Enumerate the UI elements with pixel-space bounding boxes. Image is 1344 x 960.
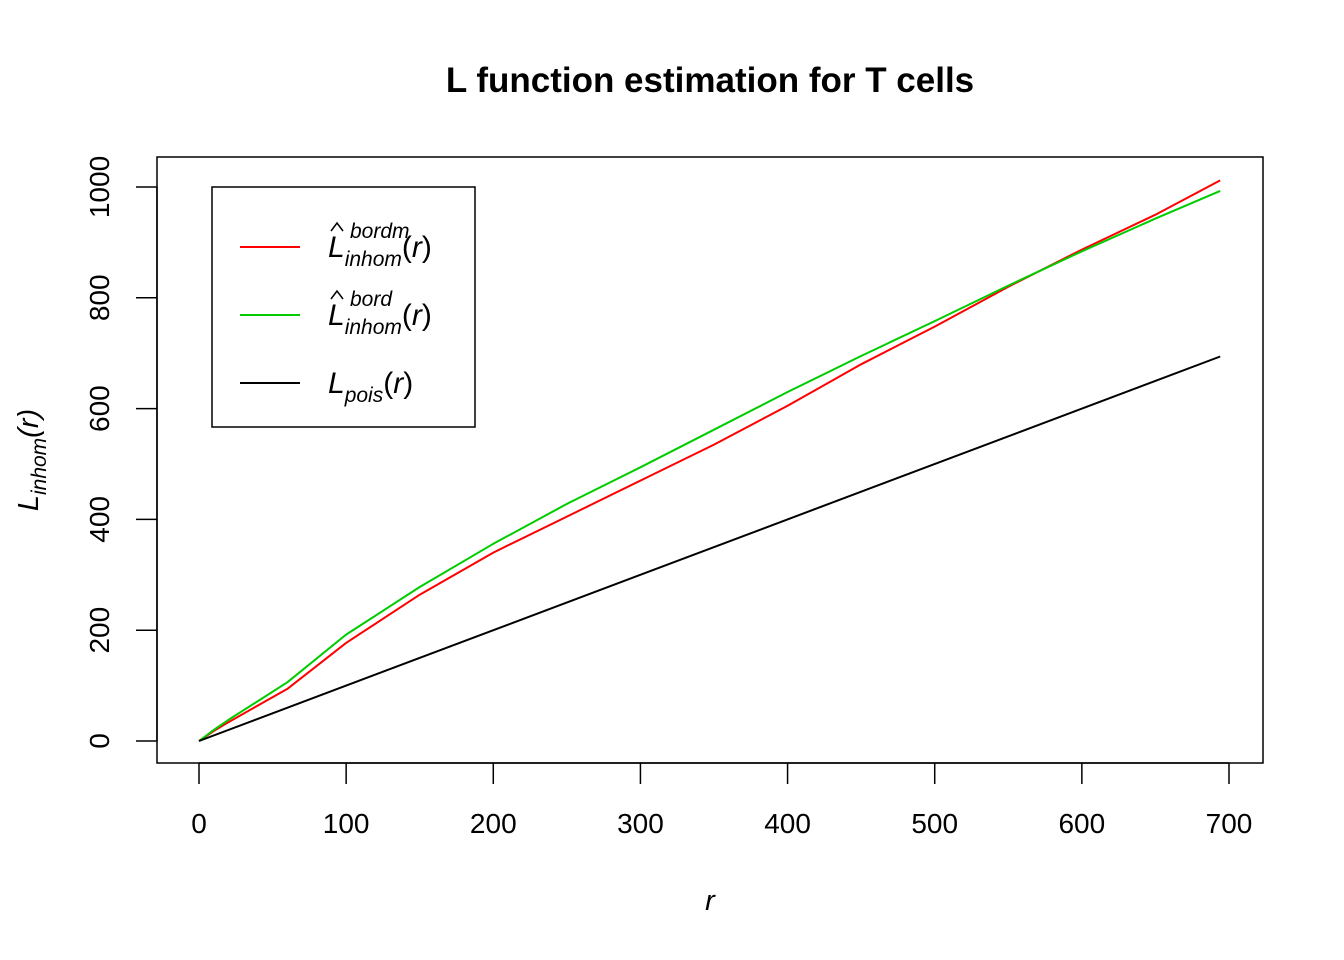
legend-item: Linhom(r)bord: [240, 288, 432, 339]
legend-sup: bordm: [350, 220, 410, 243]
y-axis: 0 200 400 600 800 1000: [84, 156, 158, 749]
x-tick-label: 700: [1206, 808, 1253, 839]
legend-sub: pois: [344, 384, 384, 407]
y-tick-label: 0: [84, 733, 115, 749]
y-tick-label: 600: [84, 385, 115, 432]
series-line-1: [198, 189, 1221, 742]
series-line-2: [198, 355, 1221, 742]
x-tick-label: 500: [911, 808, 958, 839]
y-tick-label: 400: [84, 496, 115, 543]
svg-text:Linhom(r): Linhom(r): [13, 409, 51, 511]
x-tick-label: 0: [191, 808, 207, 839]
chart-title: L function estimation for T cells: [446, 61, 974, 100]
x-tick-label: 100: [323, 808, 370, 839]
legend-main: L: [328, 231, 345, 264]
x-tick-label: 200: [470, 808, 517, 839]
legend-item: Lpois(r): [240, 367, 413, 407]
y-tick-label: 800: [84, 274, 115, 321]
x-tick-label: 300: [617, 808, 664, 839]
y-axis-label: Linhom(r): [13, 409, 51, 511]
y-tick-label: 200: [84, 607, 115, 654]
x-tick-label: 600: [1058, 808, 1105, 839]
legend-label: Linhom(r): [328, 299, 432, 339]
legend-box: [211, 186, 476, 428]
series-layer: [198, 179, 1221, 742]
hat-accent: [330, 221, 344, 232]
y-label-main: L: [13, 495, 45, 511]
x-axis: 0 100 200 300 400 500 600 700: [191, 762, 1253, 839]
legend-label: Lpois(r): [328, 367, 413, 407]
legend-main: L: [328, 299, 345, 332]
legend-arg: r: [412, 299, 423, 332]
legend-arg: r: [393, 367, 404, 400]
y-tick-label: 1000: [84, 156, 115, 218]
legend-sub: inhom: [345, 316, 402, 339]
legend-sup: bord: [350, 288, 393, 311]
y-label-sub: inhom: [28, 438, 51, 495]
legend-main: L: [328, 367, 345, 400]
legend-label: Linhom(r): [328, 231, 432, 271]
legend-sub: inhom: [345, 248, 402, 271]
x-tick-label: 400: [764, 808, 811, 839]
hat-accent: [330, 289, 344, 300]
y-label-arg: r: [13, 417, 45, 428]
legend-item: Linhom(r)bordm: [240, 220, 432, 271]
x-axis-label: r: [705, 885, 716, 917]
legend-arg: r: [412, 231, 423, 264]
